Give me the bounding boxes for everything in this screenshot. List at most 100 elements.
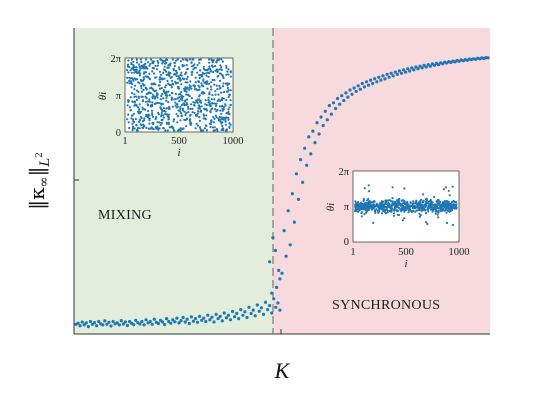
inset-point <box>142 78 145 81</box>
inset-point <box>155 76 158 79</box>
inset-point <box>185 118 188 121</box>
y-label-sub: ∞ <box>37 177 52 188</box>
inset-point <box>373 203 376 206</box>
inset-point <box>131 125 135 128</box>
inset-point <box>222 118 225 121</box>
inset-point <box>185 77 188 81</box>
inset-point <box>169 84 172 87</box>
inset-point <box>170 98 173 101</box>
inset-point <box>367 206 370 209</box>
y-axis-label: ‖κ∞‖L2 <box>25 152 53 210</box>
data-point <box>358 87 362 91</box>
inset-point <box>387 202 390 205</box>
data-point <box>272 297 276 301</box>
inset-point <box>174 101 177 104</box>
inset-point <box>156 64 159 67</box>
inset-point <box>388 204 391 207</box>
inset-point <box>181 58 185 61</box>
inset-point <box>145 126 148 129</box>
inset-point <box>164 129 167 132</box>
data-point <box>276 301 280 305</box>
inset-point <box>140 116 143 120</box>
inset-point <box>376 204 379 207</box>
inset-point <box>212 59 215 62</box>
data-point <box>117 323 121 327</box>
inset-point <box>178 100 181 103</box>
data-point <box>321 123 325 128</box>
data-point <box>214 312 218 316</box>
inset-point <box>182 78 185 81</box>
data-point <box>165 317 169 321</box>
inset-point <box>203 107 206 110</box>
inset-point <box>152 128 155 131</box>
inset-point <box>193 85 196 88</box>
data-point <box>105 322 109 326</box>
inset-point <box>144 100 147 103</box>
inset-point <box>176 77 179 80</box>
inset-point <box>133 71 136 74</box>
inset-point <box>213 102 216 105</box>
inset-point <box>210 88 213 91</box>
inset-point <box>186 81 189 84</box>
data-point <box>268 260 272 264</box>
data-point <box>410 66 414 70</box>
inset-point <box>165 70 168 73</box>
inset-synchronous-scatter <box>354 184 458 226</box>
inset-point <box>196 101 199 104</box>
inset-point <box>207 96 210 99</box>
inset-point <box>182 95 185 98</box>
data-point <box>278 277 282 281</box>
inset-point <box>374 205 377 208</box>
inset-point <box>156 92 159 95</box>
inset-point <box>198 88 201 91</box>
inset-point <box>203 81 206 84</box>
inset-point <box>392 212 396 215</box>
inset-point <box>436 213 439 216</box>
data-point <box>420 66 424 70</box>
inset-point <box>179 112 183 115</box>
inset-point <box>444 186 448 189</box>
inset-point <box>137 110 141 113</box>
inset-point <box>190 65 194 68</box>
inset-point <box>216 70 219 73</box>
inset-point <box>148 117 151 120</box>
data-point <box>226 313 230 317</box>
inset-point <box>419 200 422 203</box>
inset-point <box>211 78 214 81</box>
data-point <box>156 321 160 326</box>
inset-point <box>190 103 193 106</box>
inset-point <box>215 116 218 119</box>
inset-point <box>150 126 153 129</box>
data-point <box>253 314 257 318</box>
inset-point <box>160 115 163 118</box>
inset-point <box>225 90 228 93</box>
inset-point <box>180 83 183 86</box>
data-point <box>352 86 356 90</box>
inset-point <box>221 60 224 63</box>
inset-point <box>219 109 222 112</box>
inset-point <box>145 113 148 116</box>
inset-point <box>178 68 181 71</box>
inset-point <box>160 111 163 114</box>
data-point <box>208 318 212 322</box>
inset-point <box>204 99 207 102</box>
inset-point <box>393 207 396 210</box>
inset-point <box>438 203 441 206</box>
data-point <box>216 317 220 321</box>
inset-point <box>181 99 184 102</box>
inset-point <box>228 113 231 116</box>
inset-point <box>437 209 440 212</box>
data-point <box>325 118 329 122</box>
inset-point <box>213 98 216 101</box>
inset-point <box>159 123 162 126</box>
inset-point <box>367 200 370 203</box>
inset-point <box>202 67 205 71</box>
inset-point <box>225 64 228 68</box>
inset-point <box>167 66 170 69</box>
inset-point <box>367 197 370 201</box>
inset-point <box>199 109 203 112</box>
inset-point <box>146 76 149 79</box>
inset-point <box>179 77 182 80</box>
inset-point <box>435 209 438 212</box>
